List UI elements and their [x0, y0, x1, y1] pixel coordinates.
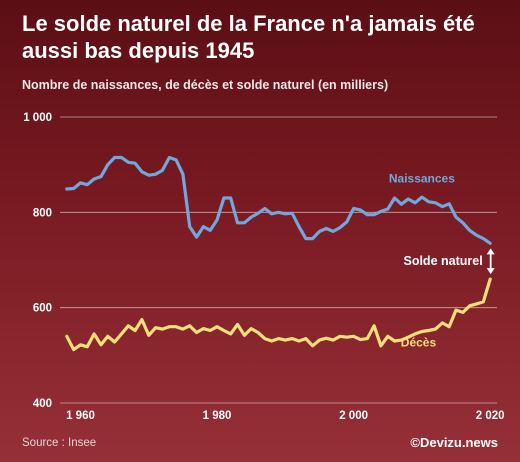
y-tick-label: 800 — [33, 207, 52, 219]
chart-subtitle: Nombre de naissances, de décès et solde … — [22, 78, 389, 92]
series-line-naissances — [65, 155, 492, 245]
source-note: Source : Insee — [22, 437, 97, 449]
series-line-deces — [65, 277, 492, 352]
solde-arrow-head-up — [486, 248, 495, 255]
y-tick-label: 400 — [33, 398, 52, 410]
x-tick-label: 1 960 — [66, 410, 95, 422]
y-tick-label: 600 — [33, 303, 52, 315]
x-tick-label: 2 020 — [476, 410, 505, 422]
x-tick-label: 2 000 — [339, 410, 368, 422]
series-label-deces: Décès — [401, 335, 437, 349]
solde-arrow-head-down — [486, 268, 495, 275]
y-tick-label: 1 000 — [23, 112, 52, 124]
annotation-solde-naturel: Solde naturel — [403, 254, 482, 268]
series-label-naissances: Naissances — [389, 171, 455, 185]
chart-title: Le solde naturel de la France n'a jamais… — [22, 11, 475, 63]
credit-label: ©Devizu.news — [410, 435, 498, 450]
x-tick-label: 1 980 — [203, 410, 232, 422]
